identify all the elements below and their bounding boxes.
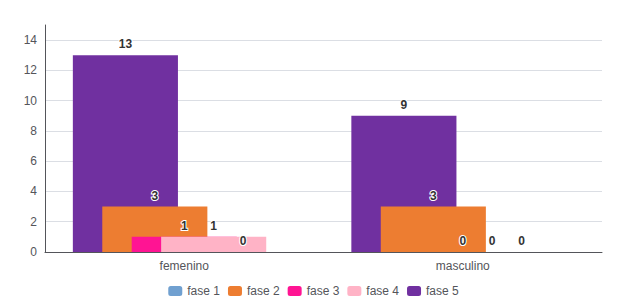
svg-text:masculino: masculino — [436, 259, 490, 273]
svg-text:0: 0 — [30, 245, 37, 259]
svg-text:fase 4: fase 4 — [366, 284, 399, 298]
svg-text:femenino: femenino — [160, 259, 210, 273]
svg-text:0: 0 — [240, 234, 247, 248]
svg-text:0: 0 — [489, 234, 496, 248]
svg-text:fase 1: fase 1 — [187, 284, 220, 298]
svg-text:fase 2: fase 2 — [247, 284, 280, 298]
svg-text:14: 14 — [24, 33, 38, 47]
svg-text:1: 1 — [181, 219, 188, 233]
svg-text:0: 0 — [459, 234, 466, 248]
svg-text:10: 10 — [24, 94, 38, 108]
svg-text:13: 13 — [119, 37, 133, 51]
svg-text:3: 3 — [430, 189, 437, 203]
svg-text:fase 3: fase 3 — [307, 284, 340, 298]
svg-text:2: 2 — [30, 215, 37, 229]
svg-text:12: 12 — [24, 63, 38, 77]
svg-text:9: 9 — [401, 98, 408, 112]
svg-text:3: 3 — [151, 189, 158, 203]
svg-text:6: 6 — [30, 154, 37, 168]
svg-text:4: 4 — [30, 184, 37, 198]
svg-text:fase 5: fase 5 — [426, 284, 459, 298]
svg-text:0: 0 — [518, 234, 525, 248]
svg-text:8: 8 — [30, 124, 37, 138]
svg-text:1: 1 — [210, 219, 217, 233]
